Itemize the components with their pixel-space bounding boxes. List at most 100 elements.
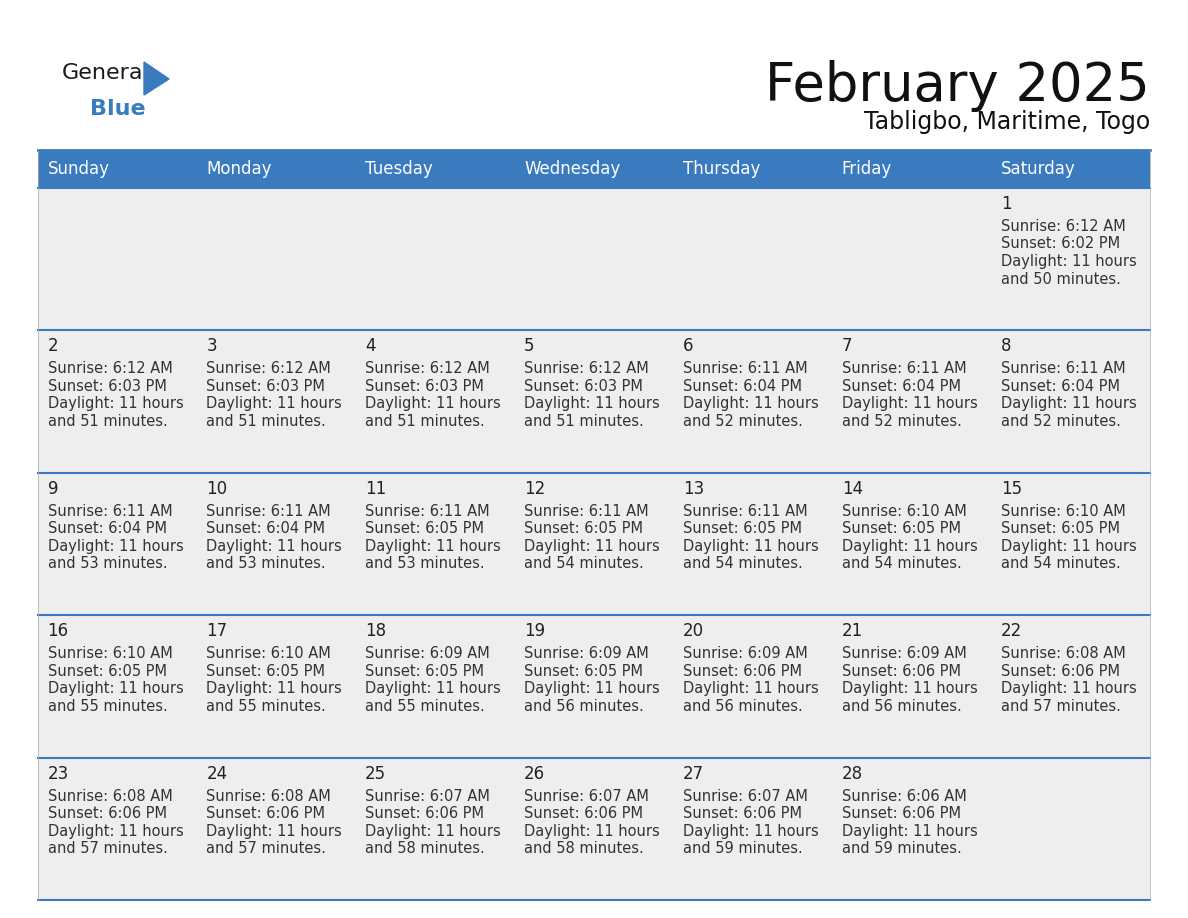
Bar bbox=[514, 330, 674, 473]
Text: Sunset: 6:04 PM: Sunset: 6:04 PM bbox=[1000, 379, 1119, 394]
Text: 9: 9 bbox=[48, 480, 58, 498]
Text: 27: 27 bbox=[683, 765, 704, 783]
Text: and 51 minutes.: and 51 minutes. bbox=[48, 414, 168, 429]
Bar bbox=[197, 757, 355, 900]
Text: and 50 minutes.: and 50 minutes. bbox=[1000, 272, 1120, 286]
Text: 24: 24 bbox=[207, 765, 228, 783]
Text: Sunrise: 6:07 AM: Sunrise: 6:07 AM bbox=[524, 789, 649, 803]
Text: Sunrise: 6:10 AM: Sunrise: 6:10 AM bbox=[207, 646, 331, 661]
Text: and 58 minutes.: and 58 minutes. bbox=[365, 841, 485, 856]
Text: 5: 5 bbox=[524, 338, 535, 355]
Text: 28: 28 bbox=[842, 765, 862, 783]
Text: Daylight: 11 hours: Daylight: 11 hours bbox=[207, 681, 342, 696]
Bar bbox=[833, 473, 991, 615]
Text: and 52 minutes.: and 52 minutes. bbox=[683, 414, 803, 429]
Text: Sunrise: 6:11 AM: Sunrise: 6:11 AM bbox=[1000, 362, 1125, 376]
Text: Tuesday: Tuesday bbox=[365, 160, 432, 178]
Text: Sunrise: 6:08 AM: Sunrise: 6:08 AM bbox=[48, 789, 172, 803]
Bar bbox=[38, 615, 197, 757]
Text: Sunset: 6:05 PM: Sunset: 6:05 PM bbox=[842, 521, 961, 536]
Text: Sunrise: 6:09 AM: Sunrise: 6:09 AM bbox=[842, 646, 967, 661]
Text: Sunset: 6:06 PM: Sunset: 6:06 PM bbox=[524, 806, 643, 821]
Bar bbox=[355, 330, 514, 473]
Text: 20: 20 bbox=[683, 622, 704, 640]
Text: Daylight: 11 hours: Daylight: 11 hours bbox=[48, 823, 183, 839]
Bar bbox=[991, 757, 1150, 900]
Text: Tabligbo, Maritime, Togo: Tabligbo, Maritime, Togo bbox=[864, 110, 1150, 134]
Text: Sunset: 6:04 PM: Sunset: 6:04 PM bbox=[207, 521, 326, 536]
Text: Daylight: 11 hours: Daylight: 11 hours bbox=[842, 397, 978, 411]
Text: Sunset: 6:06 PM: Sunset: 6:06 PM bbox=[842, 664, 961, 678]
Text: Sunrise: 6:11 AM: Sunrise: 6:11 AM bbox=[683, 504, 808, 519]
Text: Daylight: 11 hours: Daylight: 11 hours bbox=[683, 823, 819, 839]
Text: Daylight: 11 hours: Daylight: 11 hours bbox=[842, 823, 978, 839]
Text: and 55 minutes.: and 55 minutes. bbox=[207, 699, 327, 713]
Text: Sunset: 6:03 PM: Sunset: 6:03 PM bbox=[365, 379, 485, 394]
Text: Sunrise: 6:12 AM: Sunrise: 6:12 AM bbox=[365, 362, 489, 376]
Text: Sunrise: 6:10 AM: Sunrise: 6:10 AM bbox=[1000, 504, 1125, 519]
Text: and 57 minutes.: and 57 minutes. bbox=[1000, 699, 1120, 713]
Text: Blue: Blue bbox=[90, 99, 146, 119]
Text: 15: 15 bbox=[1000, 480, 1022, 498]
Text: Friday: Friday bbox=[842, 160, 892, 178]
Text: Sunrise: 6:11 AM: Sunrise: 6:11 AM bbox=[524, 504, 649, 519]
Text: Sunset: 6:04 PM: Sunset: 6:04 PM bbox=[683, 379, 802, 394]
Text: and 53 minutes.: and 53 minutes. bbox=[207, 556, 326, 571]
Text: 23: 23 bbox=[48, 765, 69, 783]
Bar bbox=[514, 615, 674, 757]
Text: Sunset: 6:02 PM: Sunset: 6:02 PM bbox=[1000, 237, 1120, 252]
Text: Daylight: 11 hours: Daylight: 11 hours bbox=[48, 397, 183, 411]
Text: and 59 minutes.: and 59 minutes. bbox=[683, 841, 803, 856]
Text: Daylight: 11 hours: Daylight: 11 hours bbox=[365, 823, 501, 839]
Text: 16: 16 bbox=[48, 622, 69, 640]
Text: Sunrise: 6:08 AM: Sunrise: 6:08 AM bbox=[1000, 646, 1125, 661]
Text: Sunrise: 6:11 AM: Sunrise: 6:11 AM bbox=[683, 362, 808, 376]
Bar bbox=[991, 188, 1150, 330]
Text: Sunset: 6:05 PM: Sunset: 6:05 PM bbox=[365, 521, 485, 536]
Text: Sunset: 6:05 PM: Sunset: 6:05 PM bbox=[365, 664, 485, 678]
Text: Daylight: 11 hours: Daylight: 11 hours bbox=[842, 539, 978, 554]
Text: Sunset: 6:04 PM: Sunset: 6:04 PM bbox=[842, 379, 961, 394]
Bar bbox=[355, 615, 514, 757]
Text: and 55 minutes.: and 55 minutes. bbox=[365, 699, 485, 713]
Text: Daylight: 11 hours: Daylight: 11 hours bbox=[1000, 397, 1137, 411]
Text: Wednesday: Wednesday bbox=[524, 160, 620, 178]
Bar bbox=[355, 188, 514, 330]
Bar bbox=[991, 615, 1150, 757]
Text: and 58 minutes.: and 58 minutes. bbox=[524, 841, 644, 856]
Text: and 59 minutes.: and 59 minutes. bbox=[842, 841, 961, 856]
Text: 17: 17 bbox=[207, 622, 228, 640]
Bar bbox=[197, 615, 355, 757]
Text: 12: 12 bbox=[524, 480, 545, 498]
Bar bbox=[38, 188, 197, 330]
Bar bbox=[197, 188, 355, 330]
Text: Sunrise: 6:08 AM: Sunrise: 6:08 AM bbox=[207, 789, 331, 803]
Text: 8: 8 bbox=[1000, 338, 1011, 355]
Text: and 57 minutes.: and 57 minutes. bbox=[207, 841, 327, 856]
Text: 19: 19 bbox=[524, 622, 545, 640]
Text: Sunset: 6:06 PM: Sunset: 6:06 PM bbox=[842, 806, 961, 821]
Bar bbox=[514, 757, 674, 900]
Text: 10: 10 bbox=[207, 480, 228, 498]
Text: 3: 3 bbox=[207, 338, 217, 355]
Text: and 53 minutes.: and 53 minutes. bbox=[48, 556, 168, 571]
Text: Thursday: Thursday bbox=[683, 160, 760, 178]
Text: Sunrise: 6:12 AM: Sunrise: 6:12 AM bbox=[48, 362, 172, 376]
Text: Sunset: 6:05 PM: Sunset: 6:05 PM bbox=[207, 664, 326, 678]
Text: 18: 18 bbox=[365, 622, 386, 640]
Text: Sunrise: 6:11 AM: Sunrise: 6:11 AM bbox=[207, 504, 331, 519]
Text: Sunrise: 6:10 AM: Sunrise: 6:10 AM bbox=[48, 646, 172, 661]
Text: Sunrise: 6:09 AM: Sunrise: 6:09 AM bbox=[365, 646, 489, 661]
Bar bbox=[38, 330, 197, 473]
Bar bbox=[38, 473, 197, 615]
Text: Daylight: 11 hours: Daylight: 11 hours bbox=[1000, 681, 1137, 696]
Bar bbox=[514, 473, 674, 615]
Text: Sunset: 6:03 PM: Sunset: 6:03 PM bbox=[524, 379, 643, 394]
Bar bbox=[674, 757, 833, 900]
Text: Sunrise: 6:06 AM: Sunrise: 6:06 AM bbox=[842, 789, 967, 803]
Text: Sunrise: 6:12 AM: Sunrise: 6:12 AM bbox=[207, 362, 331, 376]
Text: Sunset: 6:05 PM: Sunset: 6:05 PM bbox=[524, 521, 643, 536]
Text: and 51 minutes.: and 51 minutes. bbox=[524, 414, 644, 429]
Text: Daylight: 11 hours: Daylight: 11 hours bbox=[524, 823, 659, 839]
Text: and 54 minutes.: and 54 minutes. bbox=[842, 556, 961, 571]
